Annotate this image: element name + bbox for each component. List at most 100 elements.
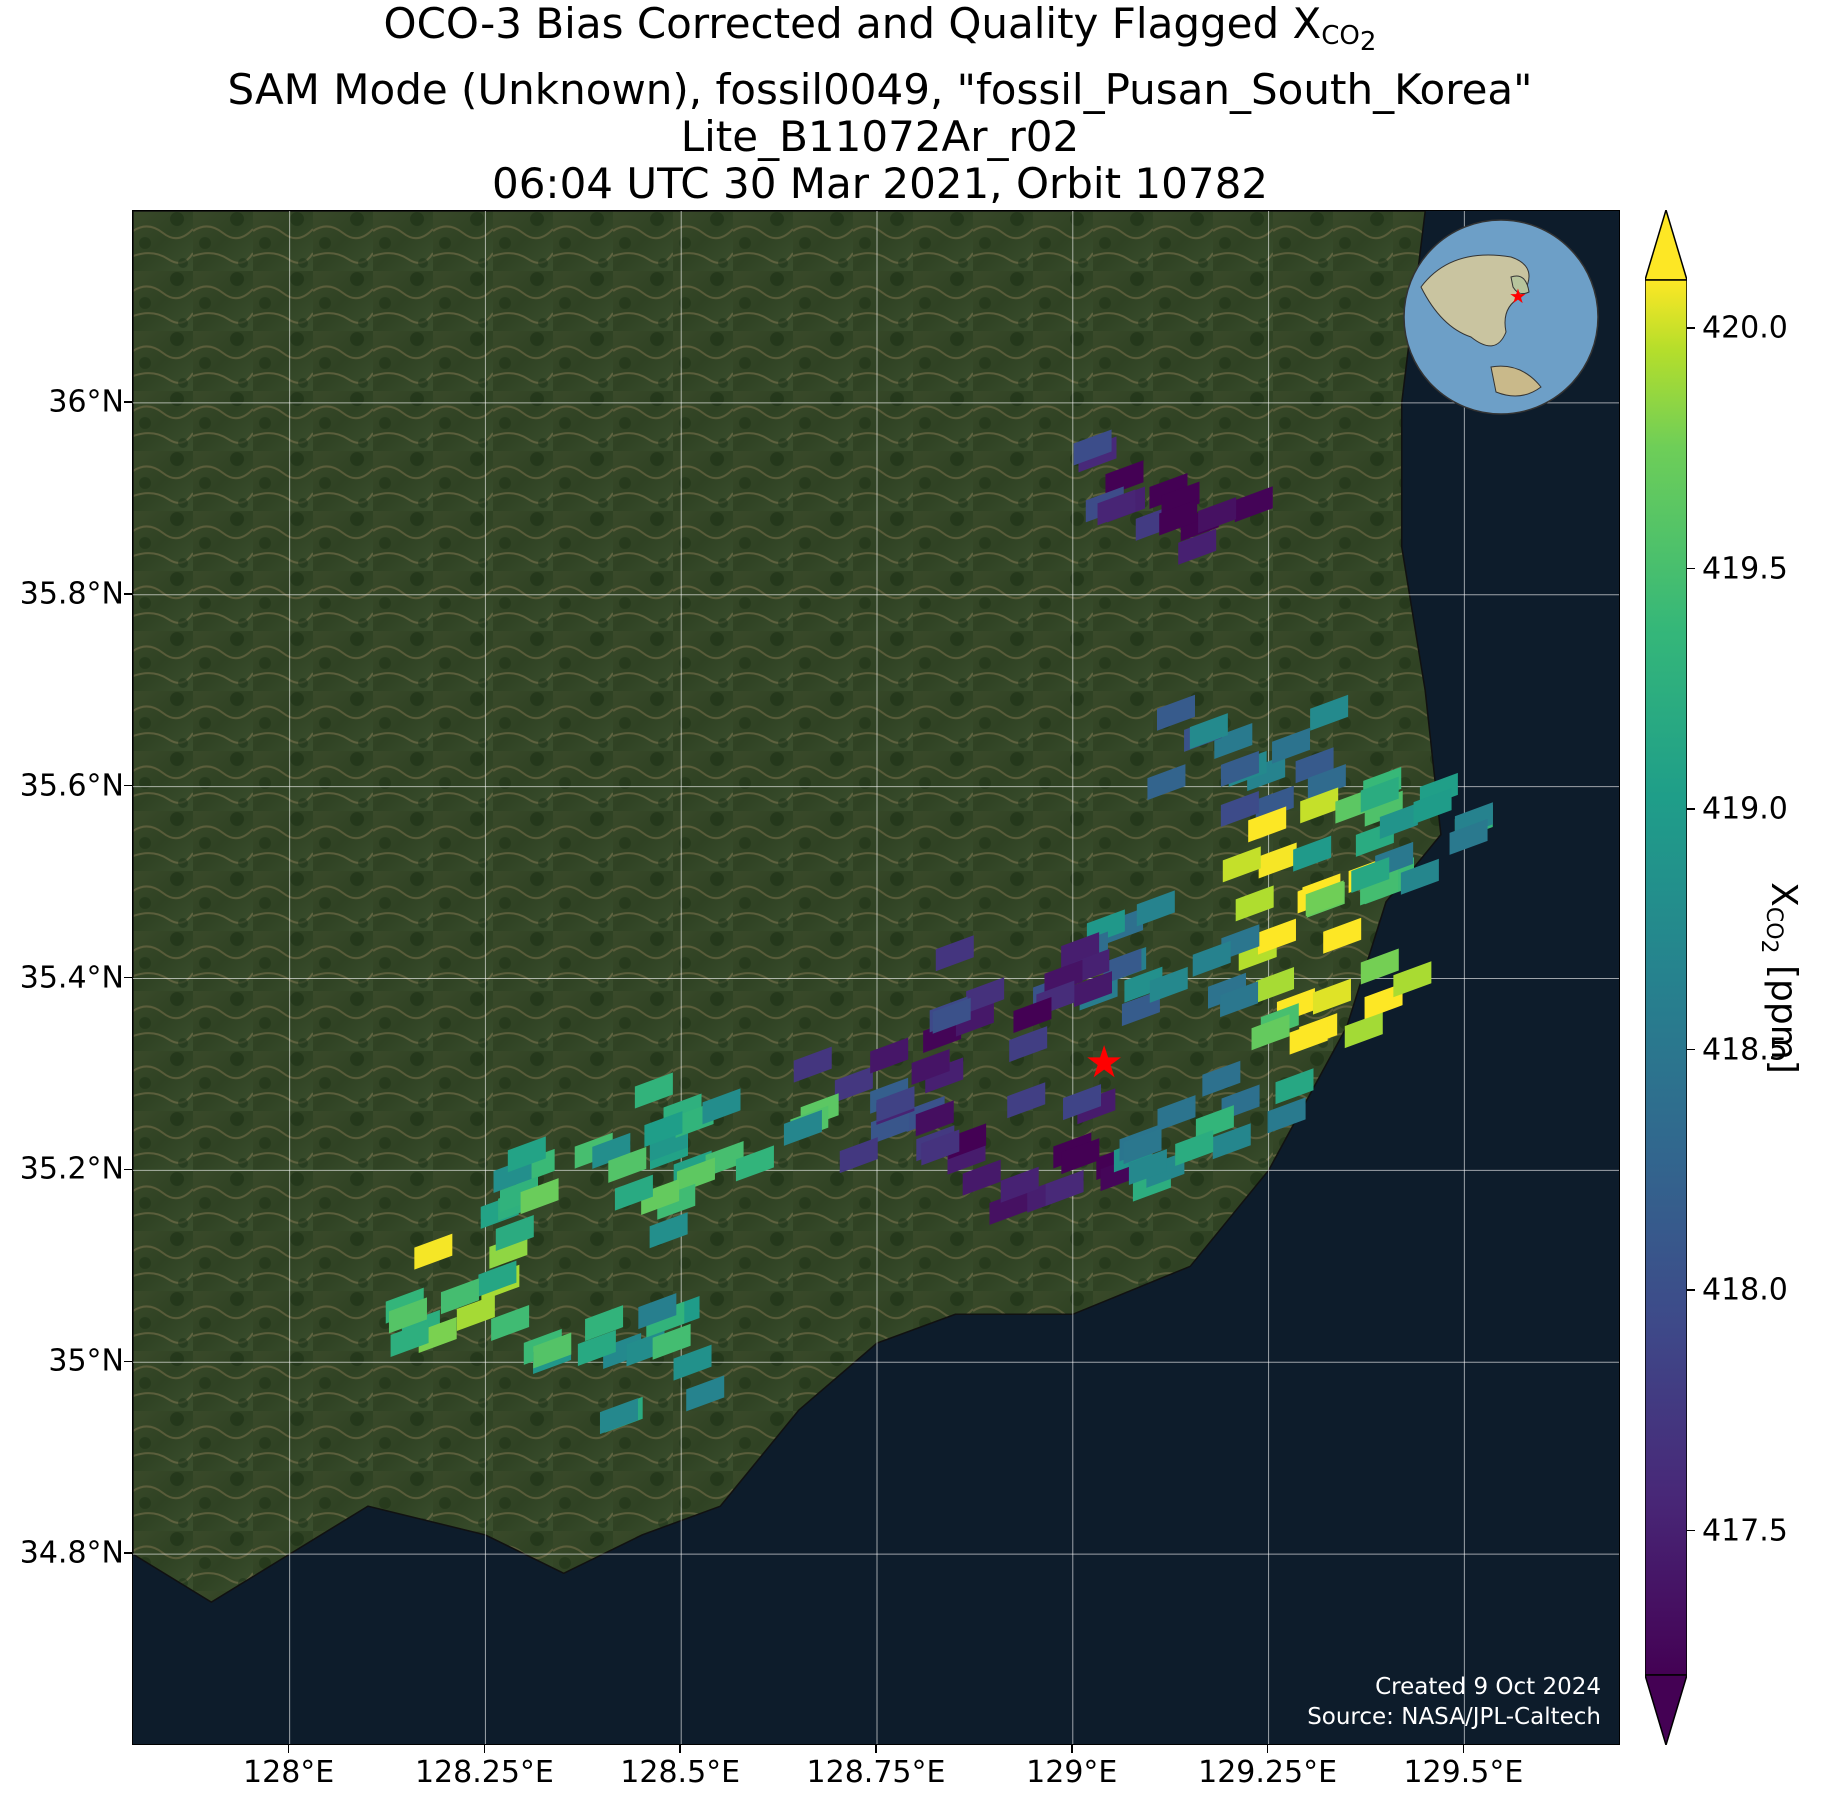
- y-tick-label: 35.4°N: [19, 960, 124, 995]
- title-line-4: 06:04 UTC 30 Mar 2021, Orbit 10782: [491, 159, 1269, 208]
- sounding-footprint: [1307, 763, 1346, 800]
- sounding-footprint: [520, 1178, 559, 1215]
- sounding-footprint: [418, 1317, 457, 1354]
- sounding-footprint: [966, 977, 1005, 1014]
- y-tickmark: [124, 1168, 132, 1171]
- x-tickmark: [875, 1745, 877, 1753]
- sounding-footprint: [876, 1086, 915, 1123]
- x-tick-label: 128°E: [243, 1755, 335, 1790]
- sounding-footprint: [495, 1214, 534, 1251]
- coastline: [133, 211, 1442, 1603]
- x-tick-label: 128.25°E: [414, 1755, 554, 1790]
- sounding-footprint: [608, 1146, 647, 1183]
- sounding-footprint: [1360, 948, 1399, 985]
- sounding-footprint: [962, 1159, 1001, 1196]
- colorbar-tickmark: [1687, 1289, 1695, 1291]
- colorbar-tick-label: 418.0: [1702, 1272, 1788, 1308]
- colorbar-tickmark: [1687, 567, 1695, 570]
- sounding-footprint: [592, 1132, 631, 1169]
- title-line-2: SAM Mode (Unknown), fossil0049, "fossil_…: [227, 65, 1533, 114]
- sounding-footprint: [1220, 750, 1259, 787]
- sounding-footprint: [614, 1174, 653, 1211]
- source-credit: Source: NASA/JPL-Caltech: [1307, 1704, 1601, 1730]
- sounding-footprint: [1360, 776, 1399, 813]
- colorbar-tick-label: 420.0: [1702, 310, 1788, 346]
- x-tick-label: 129.25°E: [1198, 1755, 1338, 1790]
- sounding-footprint: [390, 1320, 429, 1357]
- sounding-footprint: [702, 1088, 741, 1125]
- sounding-footprint: [1221, 924, 1260, 961]
- sounding-footprint: [585, 1305, 624, 1342]
- sounding-footprint: [1208, 972, 1247, 1009]
- target-marker: ★: [1084, 1037, 1123, 1088]
- y-tick-label: 35.6°N: [19, 768, 124, 804]
- sounding-footprint: [1400, 858, 1439, 895]
- y-tick-label: 36°N: [48, 384, 124, 420]
- sounding-footprint: [1007, 1082, 1046, 1119]
- sounding-footprint: [1123, 1128, 1162, 1165]
- sounding-footprint: [388, 1297, 427, 1334]
- colorbar-tickmark: [1687, 327, 1695, 329]
- map-panel[interactable]: ★ Created 9 Oct 2024 Source: NASA/JPL-Ca…: [132, 210, 1620, 1745]
- y-tick-label: 35°N: [48, 1343, 124, 1379]
- target-star-icon: ★: [1084, 1037, 1123, 1088]
- y-tickmark: [124, 784, 132, 787]
- sounding-footprint: [1293, 835, 1332, 872]
- map-canvas: ★: [133, 211, 1619, 1744]
- sounding-footprint: [1312, 978, 1351, 1015]
- y-tickmark: [124, 1552, 132, 1554]
- sounding-footprint: [1195, 1105, 1234, 1142]
- sounding-footprint: [1247, 755, 1286, 792]
- sounding-footprint: [989, 1188, 1028, 1225]
- sounding-footprint: [686, 1375, 725, 1412]
- sounding-footprint: [1300, 787, 1339, 824]
- sounding-footprint: [935, 935, 974, 972]
- title-line-3: Lite_B11072Ar_r02: [680, 112, 1080, 161]
- sounding-footprint: [1235, 885, 1274, 922]
- sounding-footprint: [932, 997, 971, 1034]
- sounding-footprint: [1351, 856, 1390, 893]
- sounding-footprint: [1044, 959, 1083, 996]
- x-tickmark: [483, 1745, 486, 1753]
- y-tickmark: [124, 976, 132, 979]
- y-tickmark: [124, 401, 132, 403]
- sounding-footprint: [1124, 966, 1163, 1003]
- colorbar: [1645, 210, 1687, 1745]
- sounding-footprint: [1000, 1166, 1039, 1203]
- sounding-footprint: [1175, 1130, 1214, 1167]
- sounding-footprint: [1074, 971, 1113, 1008]
- colorbar-label: XCO2 [ppm]: [1756, 882, 1804, 1074]
- sounding-footprint: [1255, 785, 1294, 822]
- sounding-footprint: [599, 1398, 638, 1435]
- sounding-footprint: [1045, 1169, 1084, 1206]
- locator-globe: ★: [1403, 219, 1599, 415]
- x-tick-label: 128.5°E: [620, 1755, 741, 1790]
- sounding-footprint: [735, 1145, 774, 1182]
- land-mass: [133, 211, 1442, 1603]
- sounding-footprint: [1449, 818, 1488, 855]
- sounding-footprint: [1364, 983, 1403, 1020]
- colorbar-tick-label: 419.5: [1702, 551, 1788, 587]
- sounding-footprint: [676, 1157, 715, 1194]
- sounding-footprint: [1257, 918, 1296, 955]
- sounding-footprint: [1202, 1060, 1241, 1097]
- colorbar-tick-label: 419.0: [1702, 791, 1788, 827]
- sounding-footprint: [1198, 497, 1237, 534]
- sounding-footprint: [1149, 966, 1188, 1003]
- sounding-footprint: [834, 1066, 873, 1103]
- sounding-footprint: [1272, 727, 1311, 764]
- sounding-footprint: [1222, 846, 1261, 883]
- sounding-footprint: [499, 1176, 538, 1213]
- sounding-footprint: [1061, 932, 1100, 969]
- sounding-footprint: [793, 1046, 832, 1083]
- sounding-footprint: [1212, 1123, 1251, 1160]
- sounding-footprint: [649, 1212, 688, 1249]
- sounding-footprint: [577, 1330, 616, 1367]
- colorbar-tickmark: [1687, 808, 1695, 810]
- sounding-footprint: [1275, 1068, 1314, 1105]
- colorbar-gradient: [1645, 279, 1687, 1676]
- sounding-footprint: [1379, 803, 1418, 840]
- sounding-footprint: [1258, 842, 1297, 879]
- sounding-footprint: [1267, 1097, 1306, 1134]
- sounding-footprint: [1149, 473, 1188, 510]
